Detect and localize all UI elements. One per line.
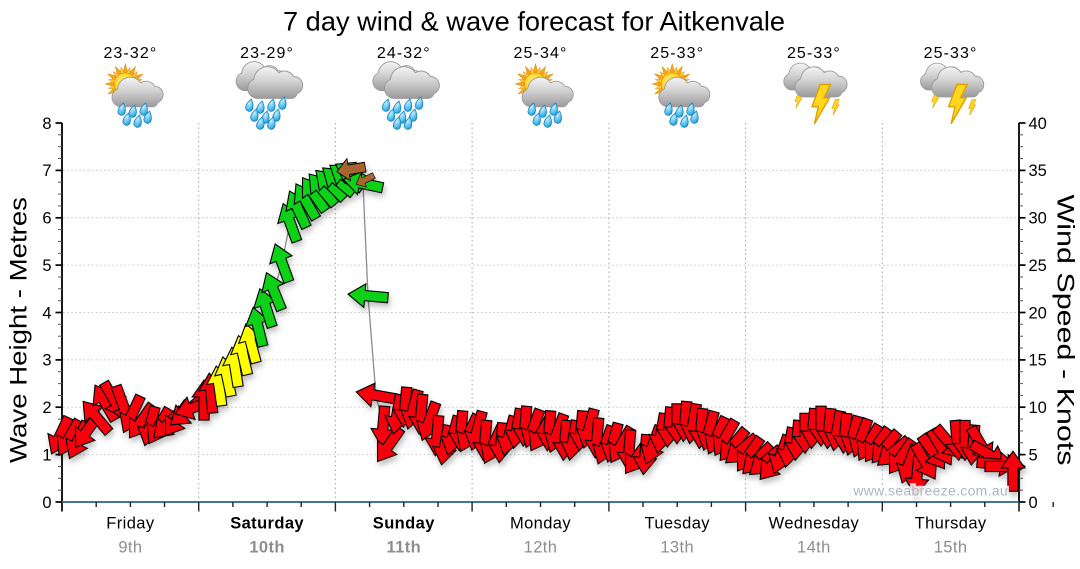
svg-text:25: 25 bbox=[1029, 257, 1047, 275]
svg-text:25-34°: 25-34° bbox=[514, 45, 568, 62]
svg-text:15: 15 bbox=[1029, 352, 1047, 370]
svg-text:24-32°: 24-32° bbox=[377, 45, 431, 62]
svg-text:Monday: Monday bbox=[510, 515, 571, 533]
svg-text:7: 7 bbox=[42, 162, 51, 180]
svg-text:13th: 13th bbox=[660, 539, 694, 557]
svg-text:Thursday: Thursday bbox=[915, 515, 987, 533]
svg-text:10th: 10th bbox=[249, 539, 285, 557]
svg-text:23-32°: 23-32° bbox=[103, 45, 157, 62]
svg-text:Tuesday: Tuesday bbox=[644, 515, 710, 533]
svg-text:20: 20 bbox=[1029, 304, 1047, 322]
svg-text:Saturday: Saturday bbox=[230, 515, 304, 533]
svg-text:3: 3 bbox=[42, 352, 51, 370]
svg-text:12th: 12th bbox=[524, 539, 558, 557]
svg-text:35: 35 bbox=[1029, 162, 1047, 180]
svg-text:www.seabreeze.com.au: www.seabreeze.com.au bbox=[852, 483, 1008, 499]
svg-text:11th: 11th bbox=[386, 539, 421, 557]
svg-text:0: 0 bbox=[42, 494, 51, 512]
svg-text:1: 1 bbox=[42, 446, 51, 464]
svg-text:40: 40 bbox=[1029, 115, 1047, 133]
svg-text:10: 10 bbox=[1029, 399, 1047, 417]
svg-text:9th: 9th bbox=[118, 539, 142, 557]
svg-text:4: 4 bbox=[42, 304, 51, 322]
svg-text:25-33°: 25-33° bbox=[924, 45, 978, 62]
svg-text:Friday: Friday bbox=[106, 515, 155, 533]
svg-text:6: 6 bbox=[42, 210, 51, 228]
svg-text:Wave Height - Metres: Wave Height - Metres bbox=[6, 197, 33, 463]
svg-text:14th: 14th bbox=[797, 539, 831, 557]
svg-text:23-29°: 23-29° bbox=[240, 45, 294, 62]
svg-text:Wednesday: Wednesday bbox=[769, 515, 860, 533]
svg-text:0: 0 bbox=[1029, 494, 1038, 512]
svg-text:30: 30 bbox=[1029, 210, 1047, 228]
svg-text:7 day wind & wave forecast for: 7 day wind & wave forecast for Aitkenval… bbox=[283, 7, 785, 37]
svg-text:Wind Speed - Knots: Wind Speed - Knots bbox=[1052, 195, 1079, 466]
svg-text:5: 5 bbox=[42, 257, 51, 275]
svg-text:www.seabreeze.com.au: www.seabreeze.com.au bbox=[852, 483, 1008, 499]
svg-text:5: 5 bbox=[1029, 446, 1038, 464]
svg-text:8: 8 bbox=[42, 115, 51, 133]
svg-text:25-33°: 25-33° bbox=[650, 45, 704, 62]
svg-text:25-33°: 25-33° bbox=[787, 45, 841, 62]
svg-text:Sunday: Sunday bbox=[373, 515, 435, 533]
svg-text:15th: 15th bbox=[934, 539, 968, 557]
svg-text:2: 2 bbox=[42, 399, 51, 417]
